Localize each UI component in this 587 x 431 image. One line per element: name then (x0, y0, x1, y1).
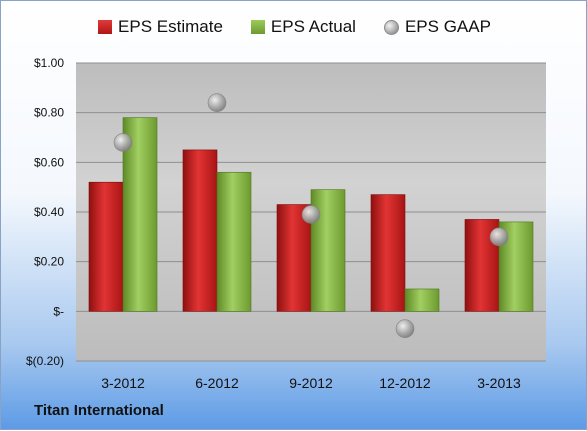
y-tick-label: $0.20 (34, 255, 64, 269)
marker-eps-gaap (301, 205, 321, 224)
y-tick-label: $0.60 (34, 155, 64, 169)
x-tick-label: 12-2012 (379, 375, 431, 391)
x-tick-label: 6-2012 (195, 375, 239, 391)
marker-eps-gaap (113, 133, 133, 152)
legend: EPS Estimate EPS Actual EPS GAAP (1, 17, 587, 37)
y-tick-label: $(0.20) (26, 354, 64, 368)
legend-swatch-eps-estimate (98, 20, 113, 34)
marker-eps-gaap (395, 319, 415, 339)
marker-eps-gaap (207, 93, 227, 113)
legend-swatch-eps-actual (250, 20, 265, 34)
bar-eps-estimate (182, 149, 218, 312)
marker-eps-gaap (489, 227, 509, 247)
legend-label-eps-actual: EPS Actual (270, 17, 356, 36)
y-tick-label: $0.40 (34, 205, 64, 219)
y-tick-label: $1.00 (34, 56, 64, 70)
bar-eps-actual (404, 288, 440, 312)
y-tick-label: $0.80 (34, 106, 64, 120)
legend-swatch-eps-gaap (383, 19, 399, 35)
x-tick-label: 9-2012 (289, 375, 333, 391)
legend-item-eps-gaap: EPS GAAP (383, 17, 491, 37)
company-name: Titan International (34, 402, 164, 419)
bar-eps-actual (122, 117, 158, 312)
legend-label-eps-estimate: EPS Estimate (118, 17, 223, 36)
bar-eps-estimate (370, 194, 406, 312)
bar-eps-actual (216, 171, 252, 312)
bar-eps-estimate (276, 204, 312, 312)
y-tick-label: $- (53, 304, 64, 318)
x-tick-label: 3-2012 (101, 375, 145, 391)
legend-item-eps-estimate: EPS Estimate (98, 17, 223, 37)
legend-item-eps-actual: EPS Actual (250, 17, 356, 37)
x-tick-label: 3-2013 (477, 375, 521, 391)
legend-label-eps-gaap: EPS GAAP (404, 17, 491, 36)
bar-eps-estimate (88, 181, 124, 312)
